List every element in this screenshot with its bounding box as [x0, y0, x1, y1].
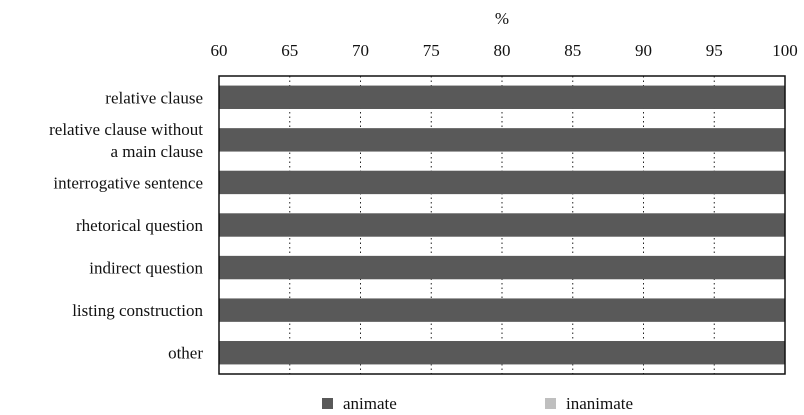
x-tick-label: 75	[423, 41, 440, 60]
x-tick-label: 95	[706, 41, 723, 60]
x-tick-label: 100	[772, 41, 798, 60]
plot-area-frame	[218, 75, 786, 375]
category-label: listing construction	[72, 301, 203, 320]
bar-segment-animate	[219, 341, 785, 365]
x-tick-label: 85	[564, 41, 581, 60]
bars	[219, 85, 785, 365]
legend-swatch-inanimate	[545, 398, 556, 409]
legend-label-inanimate: inanimate	[566, 394, 633, 413]
x-tick-label: 80	[494, 41, 511, 60]
x-tick-label: 90	[635, 41, 652, 60]
legend: animate inanimate	[322, 394, 633, 413]
x-tick-label: 70	[352, 41, 369, 60]
category-labels: relative clause relative clause without a …	[49, 88, 203, 362]
category-label: interrogative sentence	[53, 173, 203, 192]
bar-segment-animate	[219, 85, 785, 109]
bar-segment-animate	[219, 298, 785, 322]
category-label: other	[168, 344, 203, 363]
legend-label-animate: animate	[343, 394, 397, 413]
bar-segment-animate	[219, 128, 785, 152]
x-tick-label: 60	[211, 41, 228, 60]
bar-segment-animate	[219, 213, 785, 237]
category-label: relative clause without	[49, 120, 203, 139]
bar-segment-animate	[219, 170, 785, 195]
x-axis-unit-label: %	[495, 9, 509, 28]
x-tick-label: 65	[281, 41, 298, 60]
category-label: relative clause	[105, 88, 203, 107]
x-axis-ticks: 60 65 70 75 80 85 90 95 100	[211, 41, 798, 60]
category-label: rhetorical question	[76, 216, 203, 235]
category-label: indirect question	[89, 259, 203, 278]
category-label: a main clause	[110, 142, 203, 161]
bar-segment-animate	[219, 255, 785, 280]
legend-swatch-animate	[322, 398, 333, 409]
